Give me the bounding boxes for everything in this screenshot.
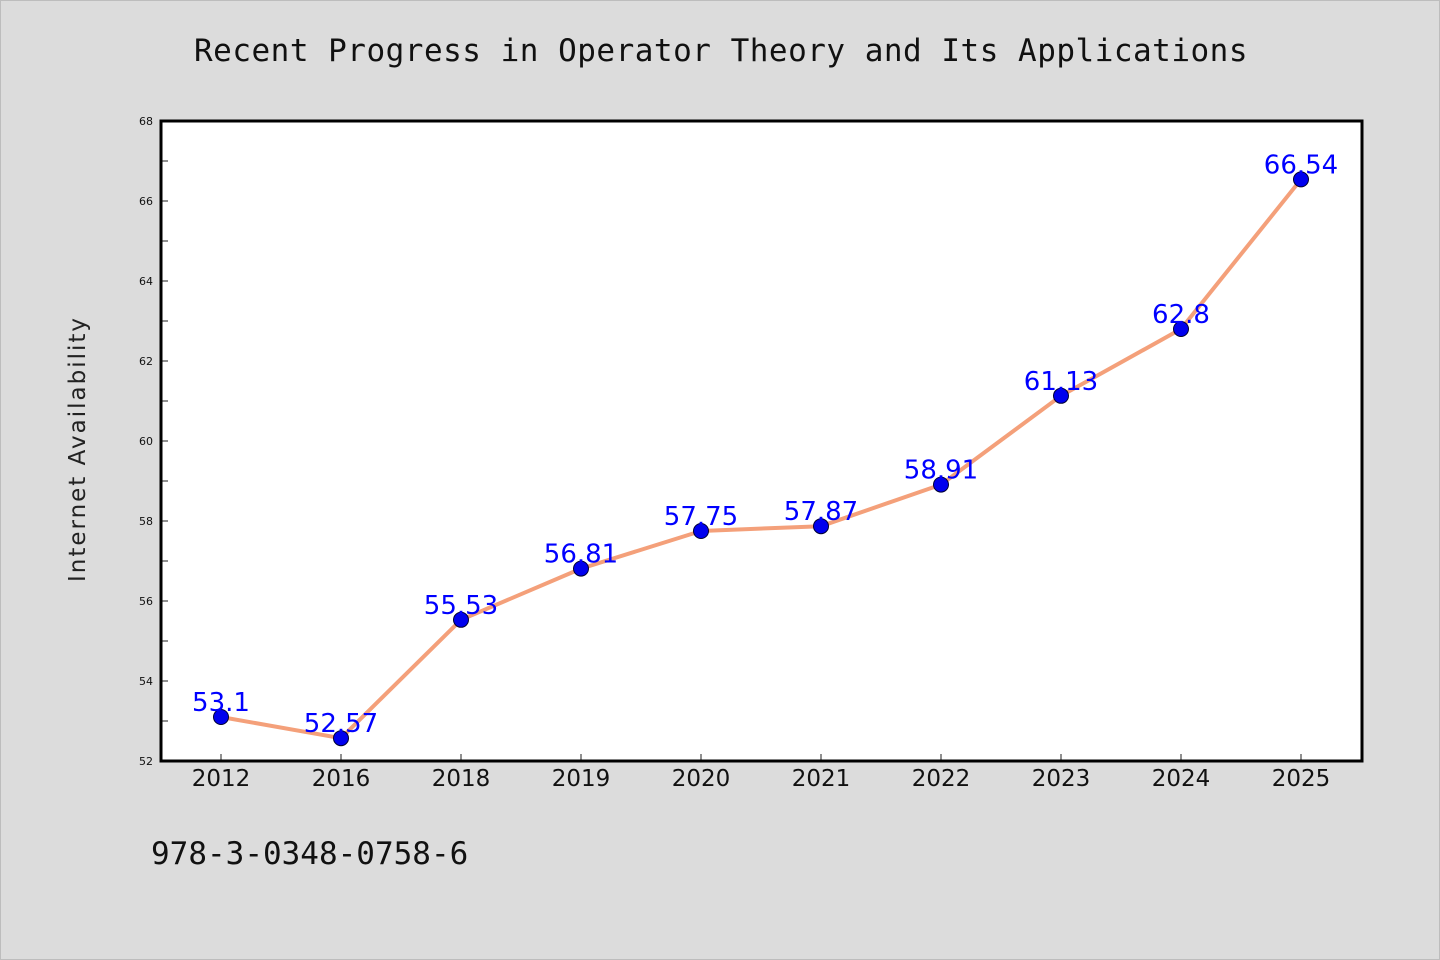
- data-point: [1053, 387, 1069, 404]
- isbn-text: 978-3-0348-0758-6: [151, 836, 469, 872]
- data-point: [933, 476, 949, 493]
- x-tick-label: 2023: [1032, 766, 1091, 792]
- data-label: 52.57: [304, 709, 378, 739]
- y-tick-label: 68: [139, 115, 153, 128]
- data-point: [213, 709, 229, 725]
- data-label: 53.1: [192, 688, 250, 718]
- data-label: 57.75: [664, 502, 738, 532]
- data-point: [333, 730, 349, 747]
- data-label: 66.54: [1264, 150, 1338, 180]
- y-tick-label: 54: [139, 675, 153, 688]
- y-tick-label: 62: [139, 355, 153, 368]
- data-label: 56.81: [544, 540, 618, 570]
- data-point: [813, 518, 829, 535]
- x-tick-label: 2022: [912, 766, 971, 792]
- data-point: [573, 560, 589, 577]
- data-label: 55.53: [424, 591, 498, 621]
- series-line: [219, 177, 1303, 741]
- chart-title: Recent Progress in Operator Theory and I…: [194, 33, 1248, 69]
- x-tick-label: 2024: [1152, 766, 1211, 792]
- y-tick-label: 66: [139, 195, 153, 208]
- data-label: 61.13: [1024, 367, 1098, 397]
- plot-area: [161, 121, 1362, 761]
- x-tick-label: 2019: [552, 766, 611, 792]
- x-tick-label: 2012: [192, 766, 251, 792]
- data-point: [453, 611, 469, 628]
- y-tick-label: 52: [139, 755, 153, 768]
- x-tick-label: 2025: [1272, 766, 1331, 792]
- y-tick-label: 60: [139, 435, 153, 448]
- x-tick-label: 2020: [672, 766, 731, 792]
- y-tick-label: 56: [139, 595, 153, 608]
- data-point: [1293, 171, 1309, 188]
- y-tick-label: 64: [139, 275, 153, 288]
- data-label: 62.8: [1152, 300, 1210, 330]
- x-tick-label: 2018: [432, 766, 491, 792]
- data-point: [1173, 321, 1189, 337]
- data-point: [693, 523, 709, 539]
- data-label: 58.91: [904, 456, 978, 486]
- x-tick-label: 2021: [792, 766, 851, 792]
- y-tick-label: 58: [139, 515, 153, 528]
- x-tick-label: 2016: [312, 766, 371, 792]
- plot-frame: [159, 119, 1364, 763]
- data-label: 57.87: [784, 497, 858, 527]
